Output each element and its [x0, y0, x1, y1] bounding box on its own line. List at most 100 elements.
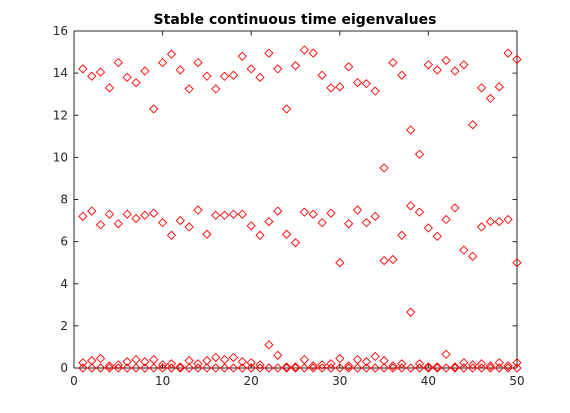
data-point: [140, 363, 150, 373]
data-point: [193, 359, 203, 369]
data-point: [282, 363, 292, 373]
data-point: [352, 77, 363, 88]
data-point: [219, 210, 230, 220]
y-axis-ticks: 0 2 4 6 8 10 12 14 16: [53, 24, 517, 375]
data-point: [184, 363, 194, 373]
x-tick-label: 10: [155, 374, 170, 388]
y-tick-label: 4: [60, 277, 68, 291]
data-point: [246, 221, 256, 231]
data-point: [299, 207, 309, 217]
x-axis-ticks: 0 10 20 30 40 50: [70, 31, 525, 388]
data-point: [476, 359, 487, 369]
data-point: [468, 360, 478, 370]
data-point: [157, 218, 168, 228]
data-point: [406, 363, 416, 373]
data-point: [246, 64, 256, 74]
data-point: [317, 363, 327, 373]
data-point: [326, 83, 336, 93]
data-point: [140, 210, 150, 220]
data-point: [95, 220, 106, 230]
data-point: [512, 54, 522, 65]
data-point: [273, 64, 283, 74]
data-point: [414, 207, 425, 217]
data-point: [468, 120, 478, 130]
data-point: [441, 349, 451, 359]
data-point: [264, 363, 274, 373]
data-point: [388, 361, 398, 371]
data-point: [352, 205, 363, 215]
data-point: [485, 363, 496, 373]
data-point: [379, 163, 389, 173]
data-point: [423, 362, 434, 372]
data-point: [264, 340, 274, 350]
data-point: [335, 363, 345, 373]
data-point: [468, 363, 478, 373]
data-point: [406, 307, 416, 317]
data-point: [237, 357, 247, 367]
data-point: [344, 219, 354, 229]
data-point: [175, 362, 185, 372]
data-point: [503, 48, 513, 58]
data-point: [494, 363, 504, 373]
chart-title: Stable continuous time eigenvalues: [154, 12, 437, 28]
x-tick-label: 50: [509, 374, 524, 388]
data-point: [193, 363, 203, 373]
data-point: [450, 203, 460, 213]
data-point: [255, 72, 265, 82]
data-point: [352, 363, 363, 373]
y-tick-label: 14: [53, 66, 68, 80]
data-point: [166, 363, 177, 373]
data-point: [485, 93, 496, 104]
data-point: [157, 57, 168, 68]
data-point: [193, 205, 203, 215]
data-point: [344, 62, 354, 72]
data-point: [228, 209, 239, 219]
data-point: [370, 211, 380, 221]
data-point: [246, 363, 256, 373]
data-point: [459, 245, 469, 255]
x-tick-label: 0: [70, 374, 78, 388]
data-point: [450, 66, 460, 76]
data-point: [406, 201, 416, 211]
data-point: [459, 363, 469, 373]
data-point: [432, 363, 442, 373]
data-point: [459, 358, 469, 368]
data-point: [193, 57, 203, 68]
data-point: [290, 238, 301, 248]
data-point: [122, 357, 132, 367]
data-point: [228, 352, 239, 363]
data-point: [87, 206, 97, 216]
data-point: [441, 55, 451, 66]
data-point: [113, 360, 123, 370]
data-point: [388, 57, 398, 68]
data-point: [379, 255, 389, 266]
data-point: [317, 360, 327, 370]
data-point: [290, 362, 301, 372]
data-point: [122, 363, 132, 373]
data-point: [361, 357, 372, 367]
data-point: [140, 357, 150, 367]
data-point: [476, 222, 487, 232]
data-point: [157, 360, 168, 370]
data-point: [361, 218, 372, 228]
data-point: [264, 48, 274, 58]
data-point: [237, 51, 247, 61]
data-point: [237, 363, 247, 373]
data-point: [95, 363, 106, 373]
data-point: [78, 64, 88, 74]
data-point: [344, 361, 354, 371]
data-point: [219, 71, 230, 81]
data-point: [432, 231, 442, 241]
data-point: [104, 361, 115, 371]
data-point: [184, 84, 194, 94]
data-point: [326, 363, 336, 373]
data-point: [503, 363, 513, 373]
data-point: [503, 361, 513, 371]
data-point: [414, 149, 425, 159]
x-tick-label: 20: [244, 374, 259, 388]
data-point: [202, 363, 212, 373]
data-point: [450, 363, 460, 373]
data-point: [512, 258, 522, 268]
data-point: [78, 363, 88, 373]
